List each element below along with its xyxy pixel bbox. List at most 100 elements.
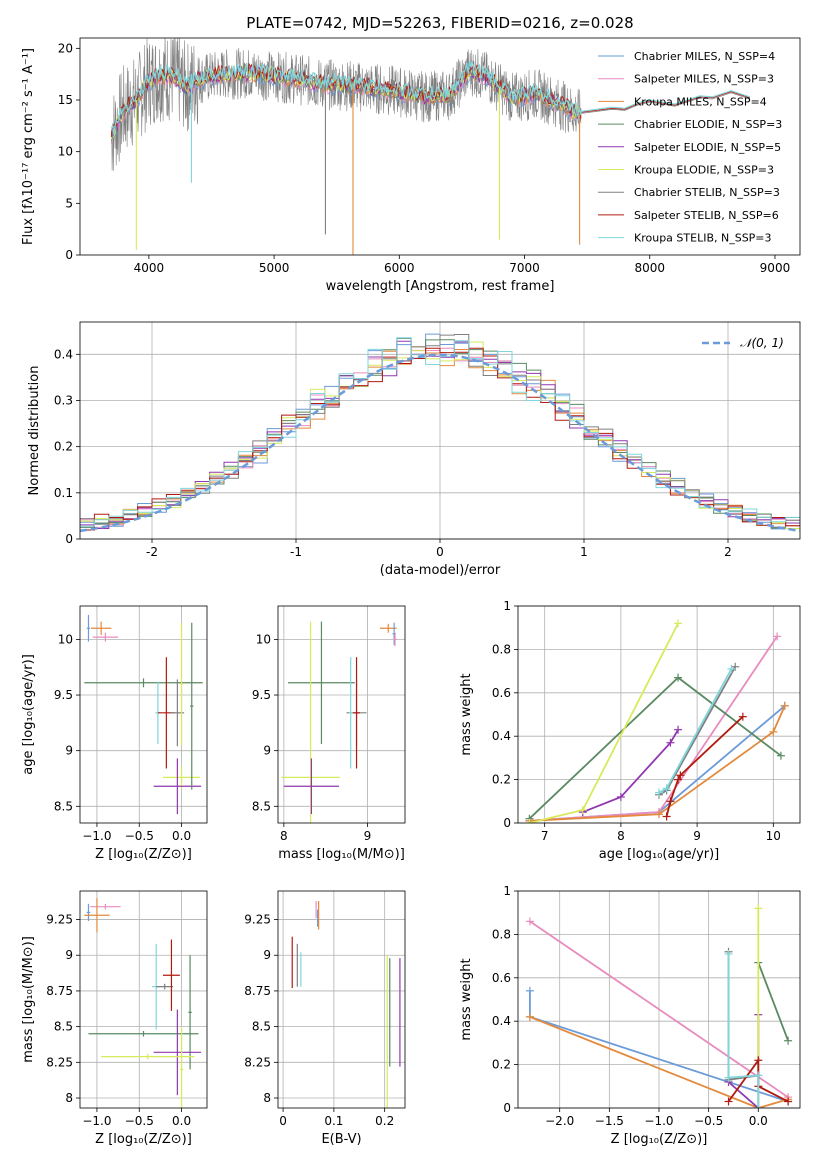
- weight-marker: [727, 664, 736, 673]
- y-tick-label: 9.5: [54, 688, 73, 702]
- y-tick-label: 0.2: [492, 1058, 511, 1072]
- y-tick-label: 1: [503, 884, 511, 898]
- plot-area-spectrum: [110, 38, 751, 255]
- x-tick-label: 0.0: [172, 829, 191, 843]
- weight-marker: [674, 725, 683, 734]
- histogram-series: [80, 334, 800, 528]
- axes-frame: [277, 605, 406, 824]
- legend-label: Chabrier MILES, N_SSP=4: [634, 50, 775, 63]
- errorbar-point: [84, 678, 203, 688]
- legend: Chabrier MILES, N_SSP=4 Salpeter MILES, N…: [598, 50, 782, 245]
- weight-marker: [724, 949, 733, 958]
- plot-area-weight-vs-age: [525, 619, 789, 823]
- x-tick-label: 0.0: [172, 1114, 191, 1128]
- errorbar-point: [88, 1030, 199, 1037]
- weight-marker: [662, 784, 671, 793]
- x-tick-label: 2: [724, 545, 732, 559]
- weight-marker: [666, 797, 675, 806]
- weight-marker: [578, 805, 587, 814]
- figure-title: PLATE=0742, MJD=52263, FIBERID=0216, z=0…: [246, 14, 633, 32]
- x-tick-label: 6000: [384, 261, 415, 275]
- axes-frame: [517, 605, 801, 824]
- reference-normal-curve: [80, 353, 800, 533]
- weight-marker: [616, 792, 625, 801]
- series-model-line: [110, 59, 751, 135]
- errorbar-point: [393, 632, 397, 647]
- weight-marker: [754, 1056, 763, 1065]
- legend-label: Chabrier STELIB, N_SSP=3: [634, 186, 780, 199]
- y-tick-label: 0.6: [492, 686, 511, 700]
- y-axis-label: mass weight: [459, 958, 474, 1040]
- x-tick-label: 7000: [509, 261, 540, 275]
- x-tick-label: -2: [146, 545, 158, 559]
- y-tick-label: 8.25: [46, 1055, 73, 1069]
- x-tick-label: 9000: [760, 261, 791, 275]
- x-axis-label: Z [log₁₀(Z/Z⊙)]: [95, 847, 192, 862]
- panel-weight-vs-Z: −2.0 −1.5 −1.0 −0.5 0.0 0 0.2 0.4 0.6 0.8 1 Z [log₁…: [459, 884, 801, 1147]
- y-tick-label: 15: [58, 93, 73, 107]
- axes-frame: [79, 321, 801, 540]
- weight-marker: [525, 1012, 534, 1021]
- weight-marker: [784, 1097, 793, 1106]
- y-tick-label: 8: [65, 1091, 73, 1105]
- x-tick-label: 10: [766, 829, 781, 843]
- x-tick-label: 0: [279, 1114, 287, 1128]
- x-tick-label: −1.0: [82, 829, 111, 843]
- x-axis-label: (data-model)/error: [380, 563, 501, 578]
- weight-line: [529, 705, 786, 822]
- histogram-series: [80, 337, 800, 527]
- x-tick-label: −0.5: [125, 1114, 154, 1128]
- errorbar-point: [156, 983, 174, 990]
- y-axis-label: age [log₁₀(age/yr)]: [21, 654, 36, 775]
- errorbar-point: [179, 622, 184, 746]
- y-tick-label: 9: [65, 948, 73, 962]
- y-tick-label: 9: [263, 948, 271, 962]
- weight-line: [529, 1016, 789, 1108]
- y-tick-label: 0: [65, 248, 73, 262]
- x-tick-label: −0.5: [125, 829, 154, 843]
- y-tick-label: 9: [263, 744, 271, 758]
- errorbar-point: [153, 758, 202, 815]
- y-tick-label: 0.4: [492, 729, 511, 743]
- panel-mass-vs-Z: −1.0 −0.5 0.0 8 8.25 8.5 8.75 9 9.25 Z [log₁₀(Z/Z…: [21, 890, 208, 1147]
- y-tick-label: 8.25: [244, 1055, 271, 1069]
- errorbar-point: [86, 903, 91, 921]
- weight-marker: [674, 619, 683, 628]
- x-axis-label: Z [log₁₀(Z/Z⊙)]: [611, 1132, 708, 1147]
- y-axis-label: mass weight: [459, 673, 474, 755]
- y-tick-label: 8.5: [252, 1020, 271, 1034]
- weight-marker: [674, 775, 683, 784]
- plot-area-age-vs-mass: [281, 621, 397, 823]
- y-tick-label: 9.25: [244, 913, 271, 927]
- legend-label: Kroupa STELIB, N_SSP=3: [634, 232, 772, 245]
- y-tick-label: 10: [256, 632, 271, 646]
- errorbar-point: [91, 621, 112, 635]
- y-axis-label: mass [log₁₀(M/M⊙)]: [21, 936, 36, 1063]
- errorbar-point: [101, 1053, 195, 1060]
- x-tick-label: −1.5: [595, 1114, 624, 1128]
- x-tick-label: −1.0: [82, 1114, 111, 1128]
- errorbar-point: [188, 955, 192, 1070]
- legend-label: Chabrier ELODIE, N_SSP=3: [634, 118, 782, 131]
- y-tick-label: 1: [503, 599, 511, 613]
- x-axis-label: age [log₁₀(age/yr)]: [599, 847, 720, 862]
- weight-marker: [738, 712, 747, 721]
- x-tick-label: 8: [280, 829, 288, 843]
- x-axis-label: Z [log₁₀(Z/Z⊙)]: [95, 1132, 192, 1147]
- errorbar-point: [349, 657, 353, 769]
- y-axis-label: Flux [fλ10⁻¹⁷ erg cm⁻² s⁻¹ A⁻¹]: [21, 48, 36, 245]
- weight-marker: [666, 738, 675, 747]
- axes-frame: [79, 890, 208, 1109]
- weight-line: [757, 962, 789, 1042]
- errorbar-point: [90, 903, 121, 910]
- x-tick-label: 8000: [634, 261, 665, 275]
- x-tick-label: 0.0: [749, 1114, 768, 1128]
- histogram-series: [80, 347, 800, 531]
- y-tick-label: 8.5: [252, 799, 271, 813]
- legend-label: 𝒩(0, 1): [740, 336, 784, 350]
- weight-marker: [655, 788, 663, 797]
- y-tick-label: 0.2: [54, 440, 73, 454]
- errorbar-point: [162, 766, 201, 789]
- y-tick-label: 0: [503, 1101, 511, 1115]
